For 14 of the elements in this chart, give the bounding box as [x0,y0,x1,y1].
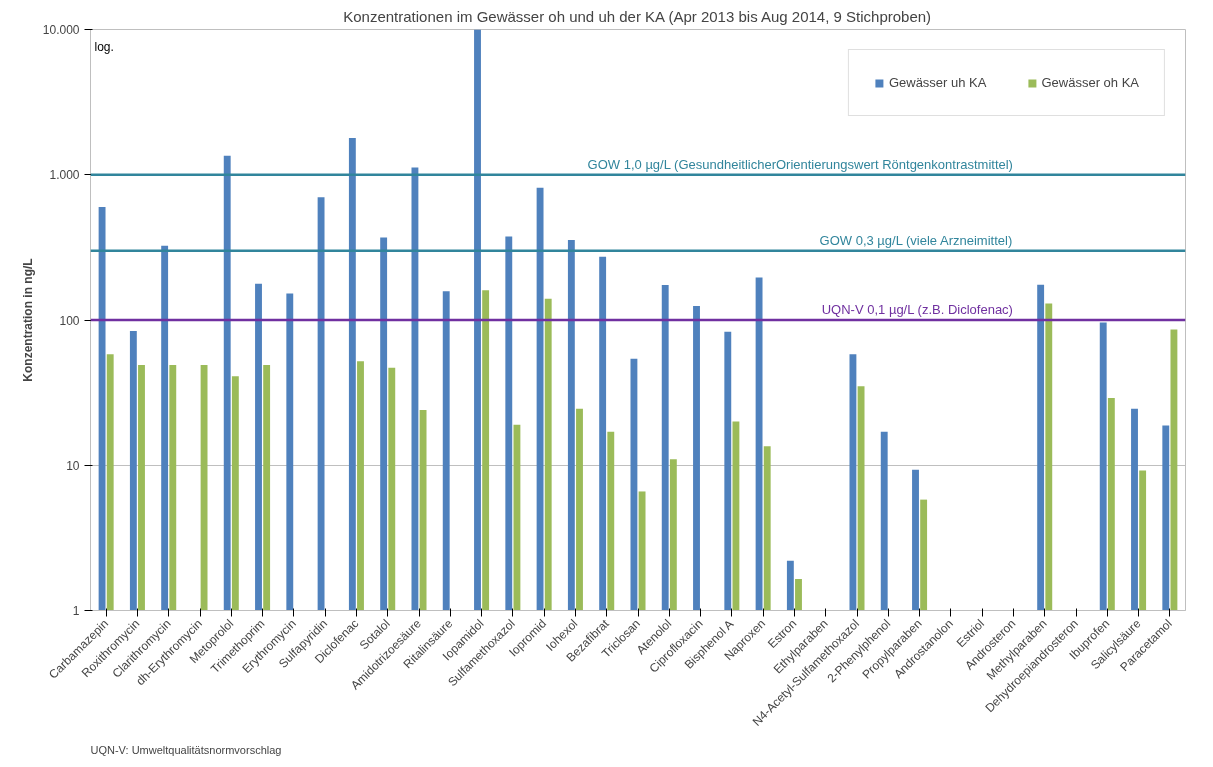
y-axis-title: Konzentration in ng/L [20,258,35,382]
legend-label: Gewässer oh KA [1041,75,1139,90]
ref-line-label: GOW 0,3 µg/L (viele Arzneimittel) [819,232,1013,248]
ref-line-label: UQN-V 0,1 µg/L (z.B. Diclofenac) [821,302,1013,317]
y-tick-label: 1 [72,604,80,618]
annotation: log. [94,39,114,54]
ref-line-label: GOW 1,0 µg/L (GesundheitlicherOrientierungswert Röntgenkontrastmittel) [587,156,1013,172]
y-tick-label: 1.000 [49,168,80,183]
chart-title: Konzentrationen im Gewässer oh und uh der KA (Apr 2013 bis Aug 2014, 9 Stichproben) [343,7,932,25]
text: UQN-V: Umweltqualitätsnormvorschlag [90,743,282,756]
y-tick-label: 10.000 [42,23,80,37]
legend-label: Gewässer uh KA [888,75,987,90]
y-tick-label: 10 [66,458,80,473]
y-tick-label: 100 [59,313,80,328]
